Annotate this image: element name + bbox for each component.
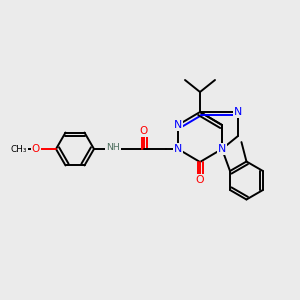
Text: N: N [218,144,226,154]
Text: NH: NH [106,143,120,152]
Text: O: O [196,175,204,185]
Text: CH₃: CH₃ [11,145,27,154]
Text: O: O [32,144,40,154]
Text: N: N [234,107,242,117]
Text: N: N [174,120,182,130]
Text: O: O [140,126,148,136]
Text: N: N [174,144,182,154]
